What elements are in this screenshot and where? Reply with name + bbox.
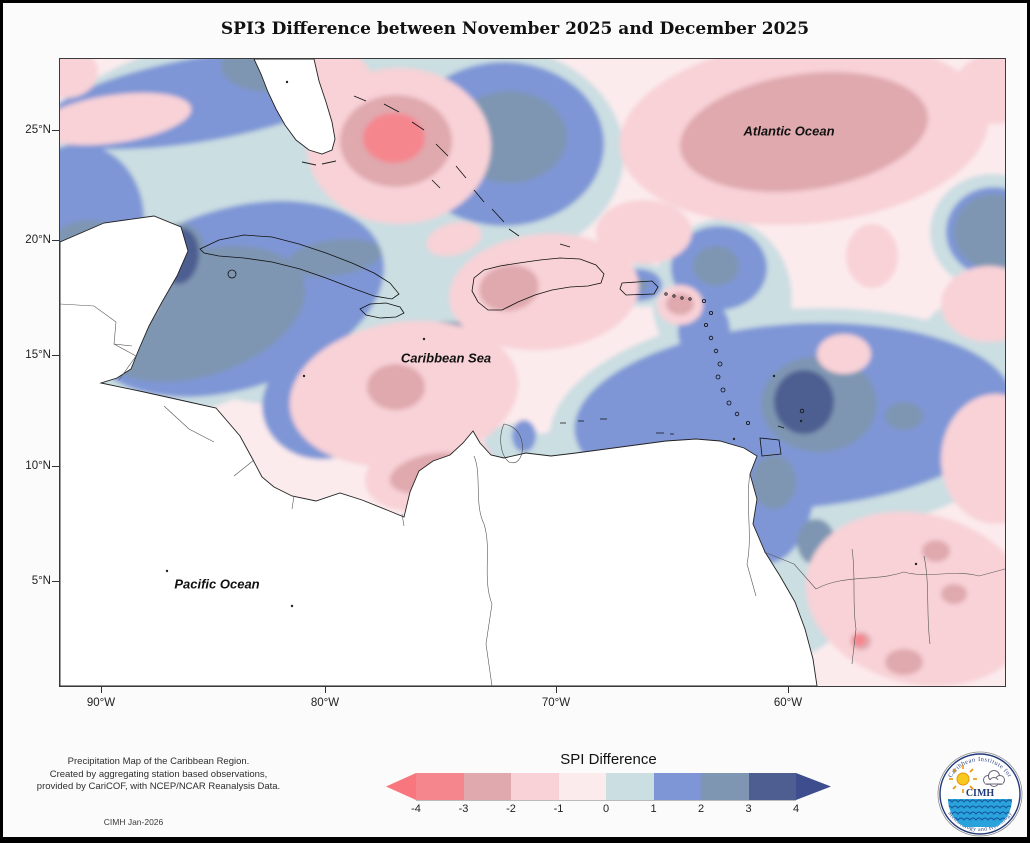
spi-legend: SPI Difference -4 -3 -2 -1 0 1 2 3 4	[386, 751, 831, 815]
lon-label-80w: 80°W	[310, 697, 340, 709]
caribbean-sea-label: Caribbean Sea	[400, 350, 492, 366]
legend-tick: -4	[411, 803, 421, 815]
legend-seg-8	[748, 773, 796, 801]
legend-tick: -3	[458, 803, 469, 815]
cloud-icon	[983, 770, 1005, 787]
legend-seg-3	[511, 773, 559, 801]
legend-tick: 2	[697, 803, 705, 815]
mainland-landmass	[60, 215, 818, 686]
legend-colorbar	[386, 773, 831, 801]
legend-seg-6	[653, 773, 701, 801]
map-title: SPI3 Difference between November 2025 an…	[220, 19, 810, 39]
legend-tick: -1	[553, 803, 564, 815]
florida-landmass	[253, 59, 336, 155]
lon-label-90w: 90°W	[86, 697, 116, 709]
lon-label-60w: 60°W	[773, 697, 803, 709]
lon-label-70w: 70°W	[541, 697, 571, 709]
lat-label-10n: 10°N	[25, 460, 51, 472]
station-dots	[165, 80, 918, 608]
legend-tick: 3	[745, 803, 752, 815]
logo-water	[948, 799, 1012, 827]
attribution-line1: Precipitation Map of the Caribbean Regio…	[67, 756, 250, 767]
legend-arrow-right	[796, 773, 831, 800]
legend-seg-5	[606, 773, 654, 801]
legend-tick: 1	[650, 803, 657, 815]
lat-tick	[52, 130, 59, 131]
atlantic-ocean-label: Atlantic Ocean	[743, 123, 835, 139]
lat-label-20n: 20°N	[25, 234, 51, 246]
legend-seg-1	[416, 773, 464, 801]
lat-tick	[52, 355, 59, 356]
legend-tick-labels: -4 -3 -2 -1 0 1 2 3 4	[386, 800, 831, 815]
lon-tick	[556, 686, 557, 693]
pacific-ocean-label: Pacific Ocean	[174, 576, 260, 592]
legend-tick: 4	[792, 803, 800, 815]
lat-label-5n: 5°N	[31, 575, 51, 587]
legend-tick: -2	[506, 803, 516, 815]
legend-seg-4	[558, 773, 606, 801]
lat-tick	[52, 466, 59, 467]
lat-tick	[52, 240, 59, 241]
attribution-line2: Created by aggregating station based obs…	[49, 768, 268, 780]
sun-icon	[949, 765, 977, 793]
attribution-text: Precipitation Map of the Caribbean Regio…	[31, 756, 286, 794]
lat-tick	[52, 581, 59, 582]
legend-title: SPI Difference	[560, 751, 657, 768]
legend-tick: 0	[602, 803, 610, 815]
spi-color-field	[60, 59, 1005, 686]
spi-contour-map	[60, 59, 1005, 686]
attribution-line3: provided by CariCOF, with NCEP/NCAR Rean…	[36, 781, 281, 792]
lat-label-15n: 15°N	[25, 349, 51, 361]
legend-seg-7	[701, 773, 749, 801]
legend-seg-2	[463, 773, 511, 801]
logo-acronym: CIMH	[966, 788, 995, 799]
attribution-date: CIMH Jan-2026	[103, 817, 164, 827]
lon-tick	[325, 686, 326, 693]
country-borders	[60, 303, 1005, 686]
cimh-logo: Caribbean Institute for Meteorology and …	[936, 750, 1024, 837]
lat-label-25n: 25°N	[25, 124, 51, 136]
legend-arrow-left	[386, 773, 416, 800]
lon-tick	[101, 686, 102, 693]
island-coastlines	[199, 95, 805, 457]
map-canvas[interactable]: Atlantic Ocean Caribbean Sea Pacific Oce…	[59, 58, 1006, 687]
lon-tick	[788, 686, 789, 693]
